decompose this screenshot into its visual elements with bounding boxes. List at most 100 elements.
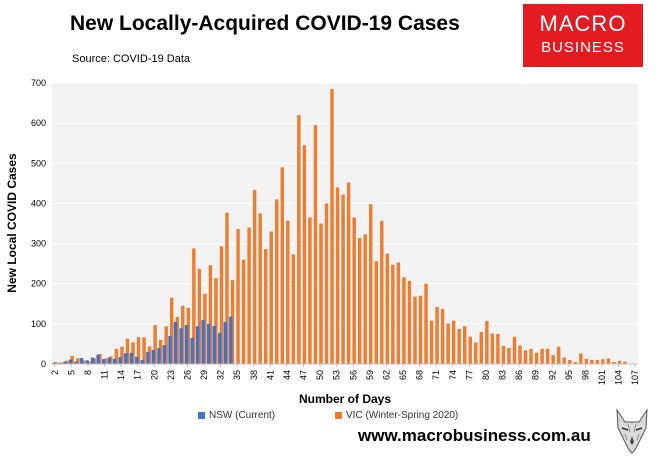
bar-vic: [192, 248, 196, 364]
x-tick-label: 26: [182, 370, 192, 380]
bar-nsw: [79, 357, 84, 364]
bar-vic: [391, 264, 395, 364]
y-tick-label: 400: [31, 198, 46, 208]
bar-vic: [335, 187, 340, 364]
x-tick-label: 56: [348, 370, 358, 380]
x-tick-label: 83: [498, 370, 508, 380]
bar-vic: [534, 352, 539, 364]
bar-vic: [374, 261, 378, 364]
gridlines: [52, 82, 638, 325]
bar-vic: [523, 350, 528, 364]
bar-vic: [352, 217, 356, 364]
x-tick-label: 104: [614, 370, 624, 385]
bar-vic: [297, 115, 301, 364]
bar-vic: [241, 259, 246, 364]
y-tick-label: 100: [31, 319, 46, 329]
bar-vic: [402, 277, 406, 364]
x-tick-label: 68: [415, 370, 425, 380]
chart-source: Source: COVID-19 Data: [72, 53, 190, 65]
chart-title: New Locally-Acquired COVID-19 Cases: [70, 12, 460, 35]
bar-nsw: [63, 361, 67, 364]
bar-vic: [413, 296, 417, 364]
bar-vic: [252, 189, 257, 364]
bar-vic: [208, 265, 213, 364]
bar-vic: [341, 194, 345, 364]
bar-vic: [98, 353, 102, 364]
bar-vic: [197, 268, 202, 364]
bar-vic: [269, 231, 273, 364]
bar-vic: [120, 346, 124, 364]
x-tick-label: 14: [116, 370, 126, 380]
y-tick-label: 200: [31, 279, 46, 289]
bar-nsw: [146, 351, 150, 364]
y-axis-title: New Local COVID Cases: [5, 153, 19, 293]
y-tick-label: 0: [41, 359, 46, 369]
bar-vic: [380, 220, 384, 364]
brand-line-business: BUSINESS: [541, 39, 625, 56]
bar-vic: [485, 321, 489, 364]
x-tick-label: 11: [100, 370, 110, 379]
bar-vic: [418, 295, 423, 364]
bar-vic: [263, 249, 268, 364]
x-tick-label: 5: [66, 370, 76, 375]
bar-nsw: [52, 362, 56, 364]
x-tick-label: 65: [398, 370, 408, 380]
bar-nsw: [195, 326, 200, 364]
bar-vic: [562, 357, 566, 364]
bar-vic: [291, 254, 296, 364]
x-tick-label: 77: [464, 370, 474, 380]
bar-nsw: [129, 352, 134, 364]
bar-vic: [396, 262, 401, 364]
bar-vic: [446, 323, 450, 364]
bar-vic: [236, 229, 240, 364]
bar-nsw: [90, 357, 95, 364]
bar-vic: [474, 342, 478, 364]
bar-vic: [424, 283, 428, 364]
bar-vic: [463, 326, 467, 364]
x-tick-label: 92: [547, 370, 557, 380]
x-tick-label: 62: [381, 370, 391, 380]
bar-nsw: [173, 321, 178, 364]
x-tick-label: 38: [249, 370, 259, 380]
x-tick-label: 41: [265, 370, 275, 380]
bar-vic: [601, 359, 605, 364]
bar-nsw: [101, 359, 106, 364]
x-tick-label: 107: [630, 370, 640, 385]
legend-label-vic: VIC (Winter-Spring 2020): [346, 410, 459, 421]
y-tick-label: 700: [31, 78, 46, 88]
bars: [52, 89, 627, 365]
bar-vic: [579, 353, 583, 364]
x-tick-label: 98: [580, 370, 590, 380]
bar-vic: [363, 234, 367, 364]
bar-nsw: [140, 359, 145, 364]
bar-nsw: [157, 347, 161, 364]
bar-vic: [280, 167, 284, 364]
bar-vic: [623, 361, 627, 364]
bar-vic: [286, 220, 290, 364]
bar-vic: [518, 345, 522, 364]
bar-vic: [92, 358, 97, 364]
bar-vic: [219, 246, 224, 364]
wolf-icon: [616, 408, 648, 454]
bar-vic: [501, 345, 506, 364]
bar-vic: [302, 145, 307, 364]
x-tick-label: 23: [166, 370, 176, 380]
x-tick-label: 32: [216, 370, 226, 380]
bar-vic: [308, 217, 312, 364]
bar-vic: [606, 358, 611, 364]
bar-vic: [76, 358, 80, 364]
bar-nsw: [201, 319, 205, 364]
bar-vic: [568, 359, 572, 364]
y-tick-label: 500: [31, 158, 46, 168]
bar-vic: [435, 306, 439, 364]
bar-nsw: [118, 357, 122, 364]
bar-vic: [429, 320, 434, 364]
x-tick-label: 53: [332, 370, 342, 380]
x-tick-label: 80: [481, 370, 491, 380]
bar-vic: [617, 360, 622, 364]
bar-vic: [573, 361, 577, 364]
bar-nsw: [168, 335, 172, 364]
bar-nsw: [223, 321, 227, 364]
y-axis-ticks: 0 100 200 300 400 500 600 700: [31, 78, 46, 369]
bar-vic: [214, 278, 218, 364]
